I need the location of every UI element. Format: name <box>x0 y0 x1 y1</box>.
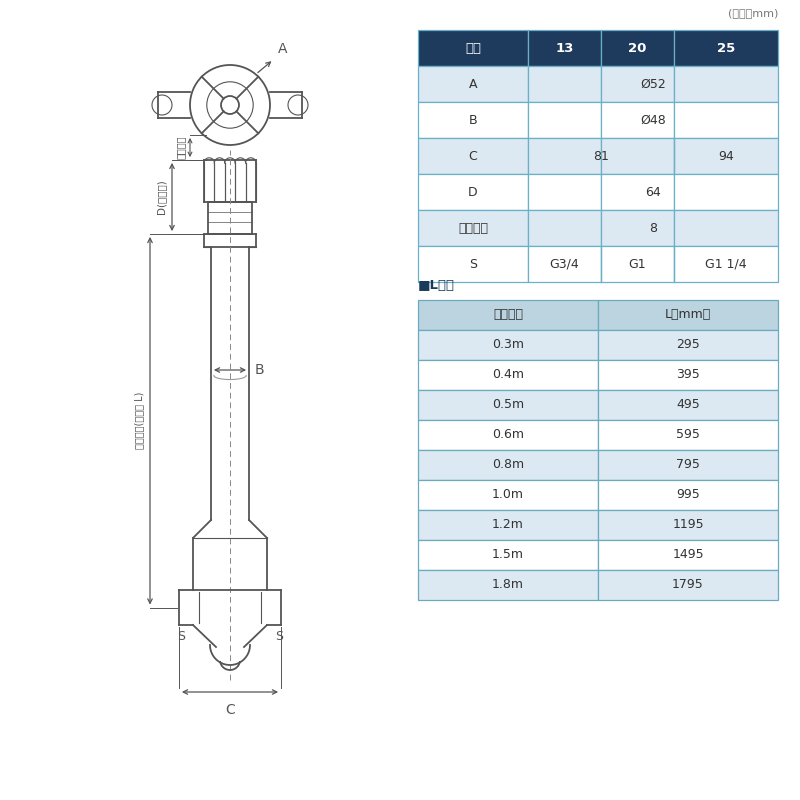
Text: A: A <box>469 78 478 90</box>
Bar <box>418 510 598 540</box>
Text: D(全開時): D(全開時) <box>156 180 166 214</box>
Bar <box>674 138 778 174</box>
Text: A: A <box>278 42 287 56</box>
Bar <box>418 480 598 510</box>
Text: 1495: 1495 <box>672 549 704 562</box>
Bar <box>598 390 778 420</box>
Bar <box>601 246 674 282</box>
Bar <box>598 510 778 540</box>
Text: 0.3m: 0.3m <box>492 338 524 351</box>
Text: G1: G1 <box>629 258 646 270</box>
Bar <box>528 30 601 66</box>
Text: 1.8m: 1.8m <box>492 578 524 591</box>
Bar <box>418 138 528 174</box>
Bar <box>418 66 528 102</box>
Text: G3/4: G3/4 <box>550 258 579 270</box>
Text: Ø48: Ø48 <box>640 114 666 126</box>
Bar <box>601 66 674 102</box>
Bar <box>598 570 778 600</box>
Text: G1 1/4: G1 1/4 <box>705 258 747 270</box>
Text: 1.0m: 1.0m <box>492 489 524 502</box>
Text: D: D <box>468 186 478 198</box>
Text: 1795: 1795 <box>672 578 704 591</box>
Text: ■L寸法: ■L寸法 <box>418 279 455 292</box>
Bar <box>598 330 778 360</box>
Bar <box>418 420 598 450</box>
Text: 995: 995 <box>676 489 700 502</box>
Bar <box>418 570 598 600</box>
Bar <box>418 174 528 210</box>
Bar <box>601 210 674 246</box>
Bar <box>674 30 778 66</box>
Text: C: C <box>225 703 235 717</box>
Text: 94: 94 <box>718 150 734 162</box>
Bar <box>674 102 778 138</box>
Text: 495: 495 <box>676 398 700 411</box>
Text: Ø52: Ø52 <box>640 78 666 90</box>
Text: 13: 13 <box>555 42 574 54</box>
Bar <box>598 300 778 330</box>
Text: 795: 795 <box>676 458 700 471</box>
Bar <box>601 30 674 66</box>
Bar <box>528 210 601 246</box>
Bar <box>418 540 598 570</box>
Bar <box>418 330 598 360</box>
Bar <box>601 174 674 210</box>
Bar <box>528 174 601 210</box>
Text: 64: 64 <box>645 186 661 198</box>
Text: リフト量: リフト量 <box>458 222 488 234</box>
Text: 20: 20 <box>628 42 646 54</box>
Bar <box>601 138 674 174</box>
Text: 口径: 口径 <box>465 42 481 54</box>
Bar <box>418 300 598 330</box>
Text: 595: 595 <box>676 429 700 442</box>
Bar <box>598 360 778 390</box>
Bar <box>528 138 601 174</box>
Bar <box>418 30 528 66</box>
Text: 呈び長さ: 呈び長さ <box>493 309 523 322</box>
Bar <box>528 102 601 138</box>
Bar <box>598 420 778 450</box>
Text: S: S <box>469 258 477 270</box>
Bar <box>418 246 528 282</box>
Text: 0.8m: 0.8m <box>492 458 524 471</box>
Text: 295: 295 <box>676 338 700 351</box>
Bar <box>601 102 674 138</box>
Bar <box>598 480 778 510</box>
Text: B: B <box>469 114 478 126</box>
Bar <box>418 210 528 246</box>
Text: 25: 25 <box>717 42 735 54</box>
Bar <box>528 246 601 282</box>
Text: 395: 395 <box>676 369 700 382</box>
Bar <box>598 450 778 480</box>
Text: B: B <box>254 363 264 377</box>
Text: 1195: 1195 <box>672 518 704 531</box>
Text: 0.4m: 0.4m <box>492 369 524 382</box>
Bar <box>528 66 601 102</box>
Bar <box>418 390 598 420</box>
Text: (単位：mm): (単位：mm) <box>728 8 778 18</box>
Bar <box>674 66 778 102</box>
Text: S: S <box>275 630 283 643</box>
Text: 8: 8 <box>649 222 657 234</box>
Bar <box>674 246 778 282</box>
Bar <box>418 450 598 480</box>
Bar <box>598 540 778 570</box>
Text: 1.5m: 1.5m <box>492 549 524 562</box>
Text: 呈び長さ(実寸法 L): 呈び長さ(実寸法 L) <box>134 392 144 450</box>
Bar <box>674 210 778 246</box>
Bar <box>418 102 528 138</box>
Text: C: C <box>469 150 478 162</box>
Text: S: S <box>177 630 185 643</box>
Text: 81: 81 <box>593 150 609 162</box>
Text: L（mm）: L（mm） <box>665 309 711 322</box>
Bar <box>418 360 598 390</box>
Text: 1.2m: 1.2m <box>492 518 524 531</box>
Text: 0.5m: 0.5m <box>492 398 524 411</box>
Text: リフト量: リフト量 <box>176 136 186 159</box>
Bar <box>674 174 778 210</box>
Text: 0.6m: 0.6m <box>492 429 524 442</box>
